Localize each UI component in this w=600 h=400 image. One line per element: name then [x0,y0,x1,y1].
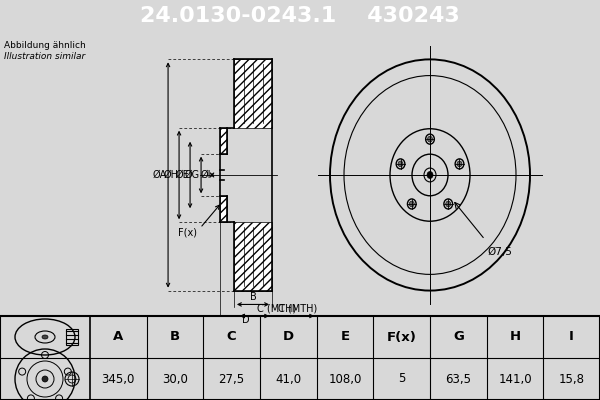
Text: H: H [509,330,521,344]
Text: A: A [113,330,124,344]
Text: C: C [227,330,236,344]
Text: G: G [453,330,464,344]
Text: ØE: ØE [175,170,189,180]
Text: 345,0: 345,0 [101,372,135,386]
Bar [234,222,272,290]
Text: ØA: ØA [153,170,167,180]
Text: Ø7,5: Ø7,5 [487,247,512,257]
Text: 5: 5 [398,372,406,386]
Text: D: D [242,315,250,325]
Text: Illustration similar: Illustration similar [4,52,85,62]
Text: 30,0: 30,0 [162,372,188,386]
Text: D: D [283,330,294,344]
Text: I: I [569,330,574,344]
Text: ØG: ØG [185,170,200,180]
Circle shape [427,136,433,142]
Text: Abbildung ähnlich: Abbildung ähnlich [4,41,86,50]
Text: B: B [250,292,256,302]
Text: 41,0: 41,0 [275,372,301,386]
Text: B: B [170,330,180,344]
Text: F(x): F(x) [387,330,416,344]
Text: 108,0: 108,0 [328,372,362,386]
Bar [234,59,272,128]
Bar [220,196,227,222]
Text: 24.0130-0243.1    430243: 24.0130-0243.1 430243 [140,6,460,26]
Circle shape [398,161,403,167]
Text: ØH: ØH [163,170,178,180]
Ellipse shape [42,335,48,339]
Ellipse shape [42,376,48,382]
Text: E: E [340,330,350,344]
Circle shape [427,172,433,178]
Text: 141,0: 141,0 [498,372,532,386]
Circle shape [457,161,462,167]
Circle shape [446,201,451,207]
Text: 63,5: 63,5 [445,372,472,386]
Bar [66,329,78,345]
Text: F(x): F(x) [178,228,197,238]
Circle shape [409,201,414,207]
Text: ØI: ØI [200,170,211,180]
Text: 15,8: 15,8 [559,372,584,386]
Text: C (MTH): C (MTH) [257,304,297,314]
Text: C (MTH): C (MTH) [278,304,317,314]
Bar [220,128,227,154]
Text: 27,5: 27,5 [218,372,245,386]
